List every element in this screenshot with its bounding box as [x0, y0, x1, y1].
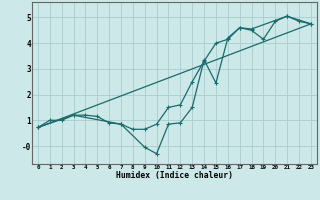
X-axis label: Humidex (Indice chaleur): Humidex (Indice chaleur): [116, 171, 233, 180]
